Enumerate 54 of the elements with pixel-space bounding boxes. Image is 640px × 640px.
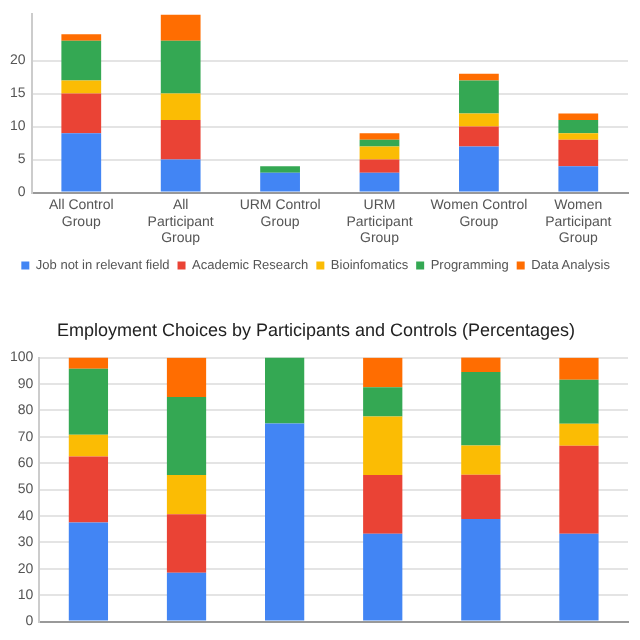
bar [160,40,201,94]
bar [166,572,207,621]
bar [559,423,599,446]
bar [459,126,499,147]
bar [160,159,201,192]
bar [166,357,207,397]
bar [459,80,499,114]
bar [166,514,207,573]
bar [363,357,403,388]
bar [359,146,400,160]
bar [363,475,403,534]
bar [68,357,109,369]
bar [559,357,599,380]
bar [160,120,201,160]
bar [68,368,109,435]
bar [61,133,102,192]
bar [61,40,102,81]
bar [363,416,403,476]
bar [559,379,599,424]
bar [166,396,207,476]
bar [260,166,300,173]
bar [61,93,102,134]
bar [68,434,109,457]
chart-title: Employment Choices by Participants and Controls (Percentages) [56,319,576,340]
bar [459,73,499,81]
bar [558,166,599,192]
bar [359,159,400,173]
bar [461,445,501,475]
bar [363,387,403,417]
bar [559,533,599,621]
bar [68,522,109,621]
bar [359,172,400,192]
bar [461,357,501,373]
bar [459,146,499,192]
bar [166,475,207,515]
bar [461,372,501,446]
bar [558,133,599,140]
bar [461,474,501,519]
bar [61,80,102,94]
bar [260,172,300,192]
bar [160,93,201,120]
bar [359,133,400,140]
bar [558,113,599,120]
bar [558,120,599,134]
bar [461,518,501,621]
bar [265,357,305,424]
bar [160,14,201,41]
bar [265,423,305,621]
bar [559,445,599,534]
bar [61,34,102,41]
bar [68,456,109,523]
bar [363,533,403,621]
bar [459,113,499,127]
bar [558,139,599,167]
